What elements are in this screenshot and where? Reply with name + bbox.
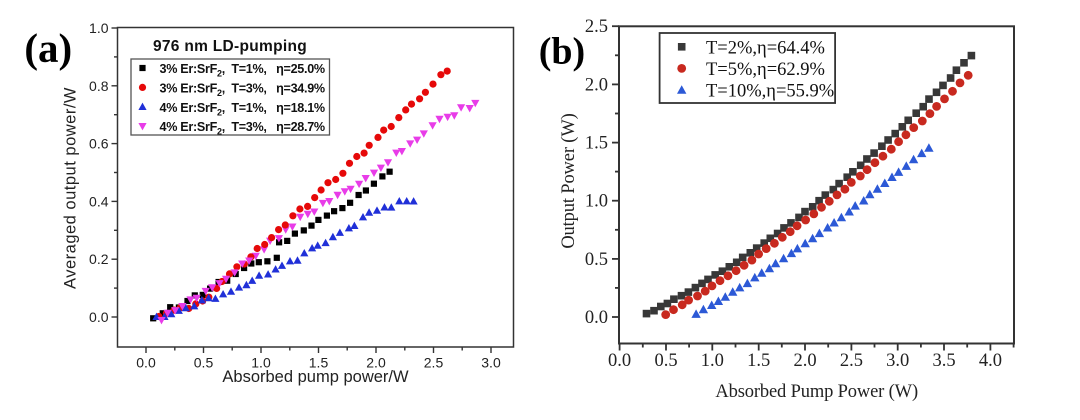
svg-text:Output Power (W): Output Power (W) [559,113,579,248]
svg-text:T=2%,η=64.4%: T=2%,η=64.4% [706,38,825,58]
svg-text:3% Er:SrF2, T=3%, η=34.9%: 3% Er:SrF2, T=3%, η=34.9% [160,81,325,98]
svg-text:3.0: 3.0 [481,355,501,371]
svg-text:976 nm LD-pumping: 976 nm LD-pumping [153,38,307,55]
svg-text:0.0: 0.0 [608,351,631,371]
svg-text:0.5: 0.5 [194,355,214,371]
svg-text:T=10%,η=55.9%: T=10%,η=55.9% [706,82,834,102]
svg-text:0.4: 0.4 [89,193,109,209]
svg-text:1.5: 1.5 [747,351,770,371]
svg-text:T=5%,η=62.9%: T=5%,η=62.9% [706,60,825,80]
svg-text:2.5: 2.5 [424,355,444,371]
svg-text:4% Er:SrF2, T=1%, η=18.1%: 4% Er:SrF2, T=1%, η=18.1% [160,101,325,118]
svg-text:1.0: 1.0 [585,192,608,212]
svg-text:3.5: 3.5 [932,351,955,371]
svg-text:2.0: 2.0 [793,351,816,371]
svg-text:0.6: 0.6 [89,136,109,152]
svg-text:3.0: 3.0 [886,351,909,371]
svg-text:0.0: 0.0 [89,309,109,325]
svg-text:1.0: 1.0 [251,355,271,371]
svg-text:0.0: 0.0 [136,355,156,371]
svg-text:3% Er:SrF2, T=1%, η=25.0%: 3% Er:SrF2, T=1%, η=25.0% [160,62,325,79]
svg-text:4.0: 4.0 [979,351,1002,371]
svg-text:2.5: 2.5 [585,17,608,37]
svg-text:Absorbed Pump Power (W): Absorbed Pump Power (W) [715,382,918,402]
svg-text:0.8: 0.8 [89,78,109,94]
svg-text:0.2: 0.2 [89,251,109,267]
svg-text:2.0: 2.0 [366,355,386,371]
svg-text:1.0: 1.0 [89,20,109,36]
svg-text:Averaged output power/W: Averaged output power/W [62,87,80,289]
svg-text:0.5: 0.5 [585,250,608,270]
svg-text:1.0: 1.0 [701,351,724,371]
svg-text:Absorbed pump power/W: Absorbed pump power/W [222,368,409,386]
svg-text:(a): (a) [24,25,72,71]
svg-text:(b): (b) [539,31,585,73]
svg-text:2.5: 2.5 [840,351,863,371]
svg-text:1.5: 1.5 [309,355,329,371]
svg-text:1.5: 1.5 [585,134,608,154]
svg-text:2.0: 2.0 [585,75,608,95]
svg-text:0.5: 0.5 [654,351,677,371]
svg-text:4% Er:SrF2, T=3%, η=28.7%: 4% Er:SrF2, T=3%, η=28.7% [160,120,325,137]
svg-text:0.0: 0.0 [585,308,608,328]
